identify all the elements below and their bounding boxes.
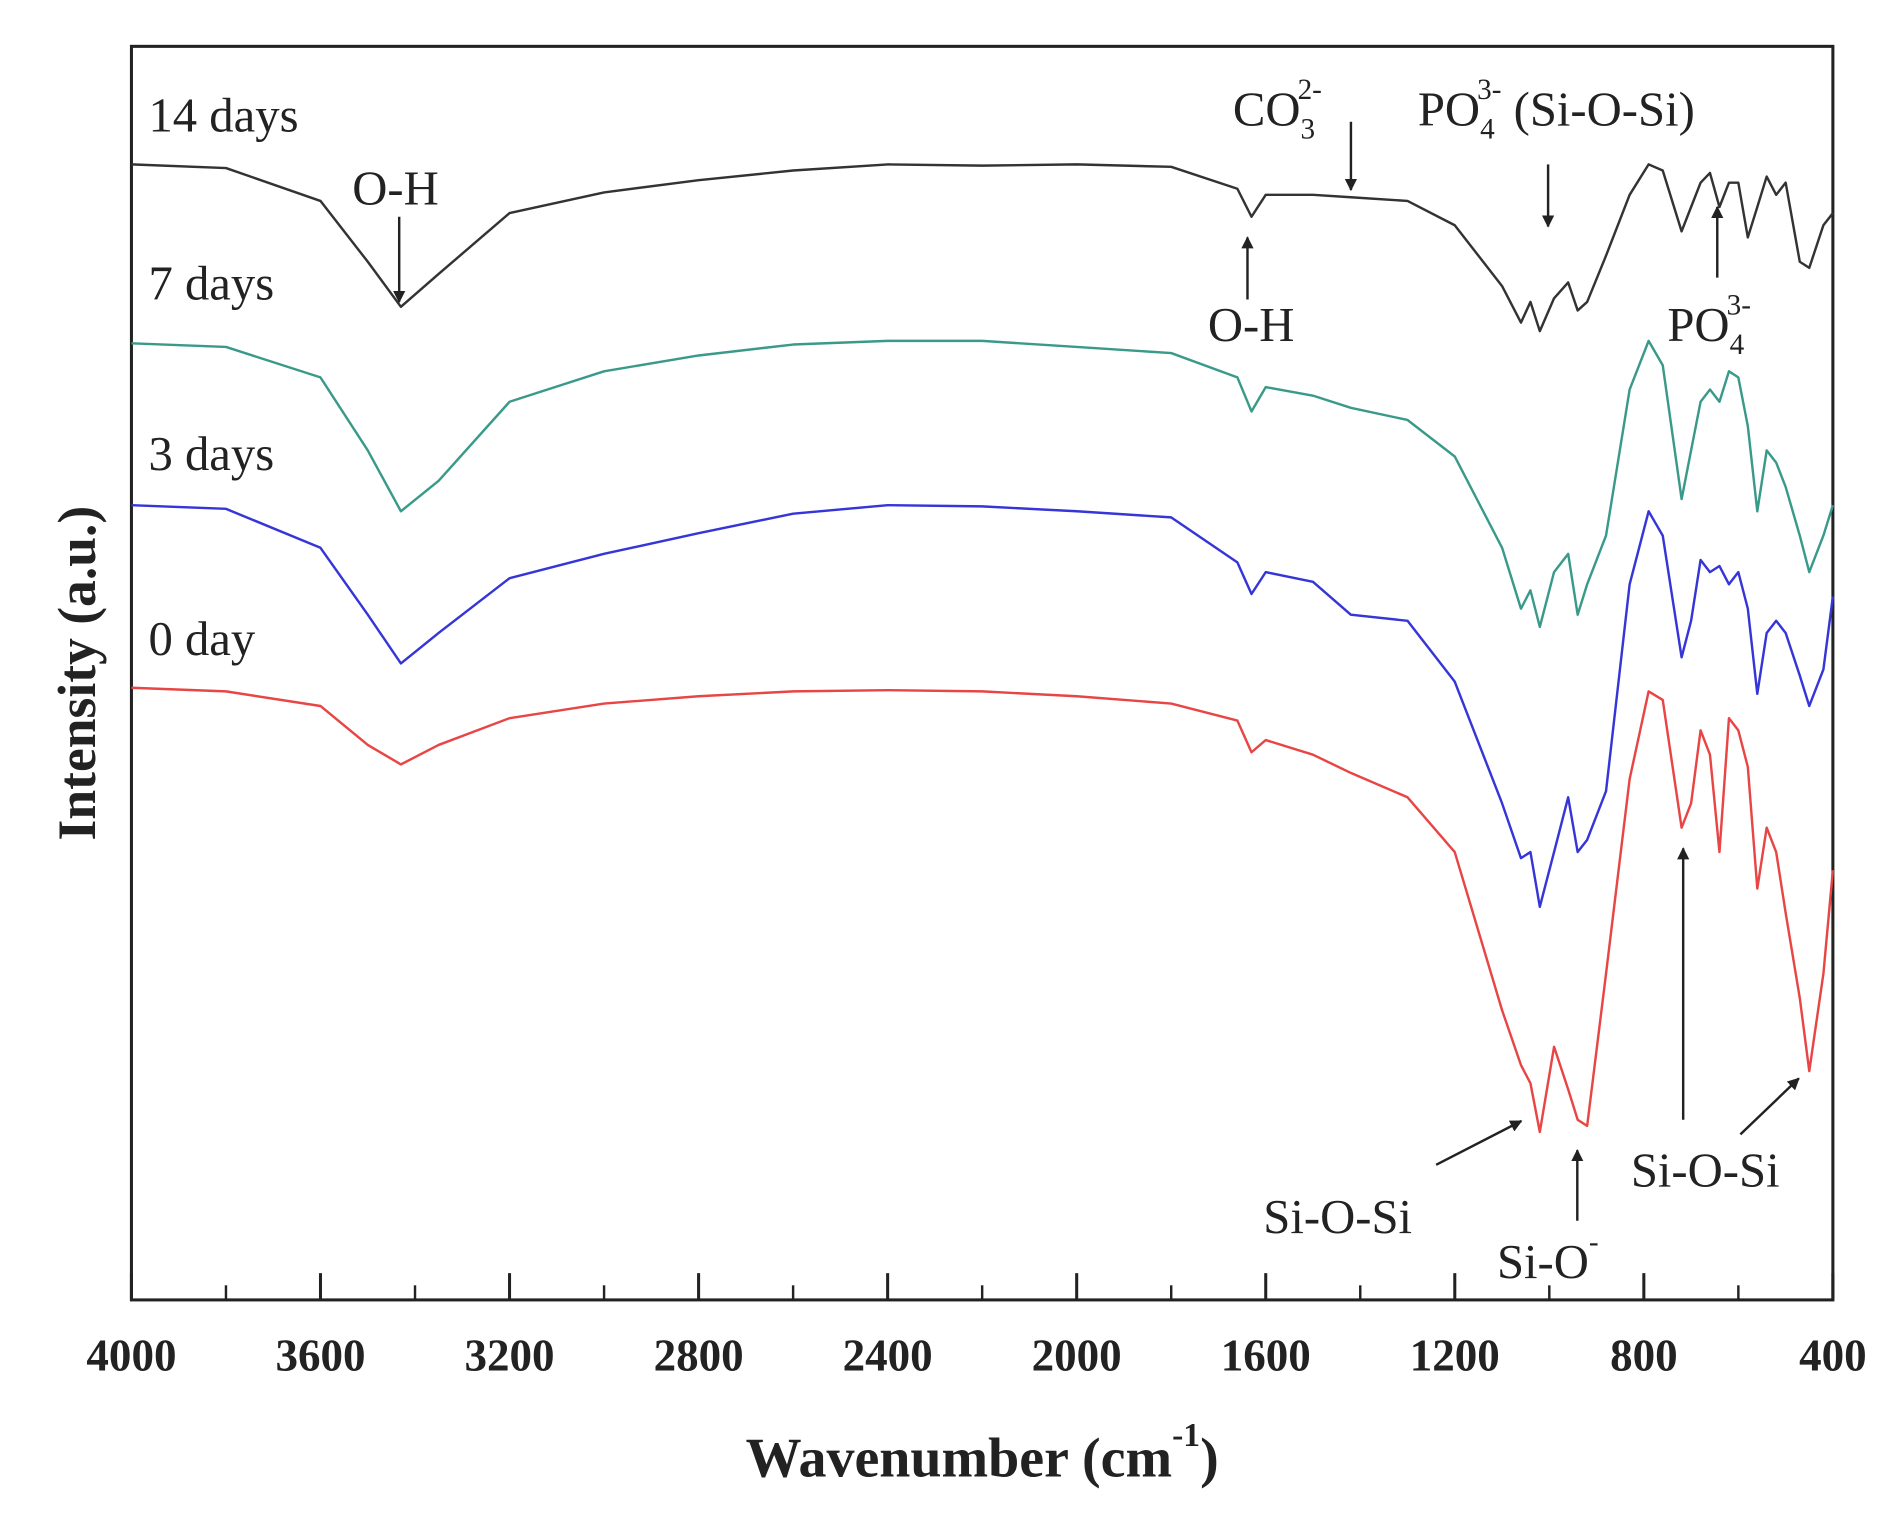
x-tick-label: 400 [1799, 1331, 1867, 1381]
annotation-tail: (Si-O-Si) [1501, 82, 1694, 136]
x-axis-label-tail: ) [1200, 1427, 1219, 1489]
annotation-text: Si-O-Si [1263, 1190, 1412, 1244]
annotation-text: PO [1418, 82, 1480, 136]
annotation-text: Si-O-Si [1631, 1144, 1780, 1198]
spectrum-line [131, 339, 1835, 629]
annotation: O-H [1208, 298, 1295, 352]
annotation-text: Si-O [1497, 1235, 1589, 1289]
annotation-text: O-H [1208, 298, 1295, 352]
annotation-sub: 4 [1730, 329, 1745, 361]
annotation: Si-O- [1497, 1227, 1599, 1289]
annotation-sub: 4 [1480, 114, 1495, 146]
x-tick-label: 2400 [843, 1331, 933, 1381]
annotation-text: O-H [352, 162, 439, 216]
x-tick-label: 2800 [654, 1331, 744, 1381]
spectrum-line [131, 163, 1834, 333]
spectrum-line [131, 686, 1835, 1134]
x-axis-label: Wavenumber (cm-1) [746, 1417, 1219, 1489]
annotation-text: CO [1233, 82, 1301, 136]
x-tick-label: 3600 [275, 1331, 365, 1381]
x-tick-label: 4000 [86, 1331, 176, 1381]
spectrum-line [131, 503, 1835, 909]
plot-frame [129, 44, 1835, 1302]
series-label: 3 days [148, 427, 274, 481]
annotation: Si-O-Si [1263, 1190, 1412, 1244]
annotation: CO3 2- [1233, 74, 1322, 145]
series-label: 0 day [148, 612, 255, 666]
annotation: O-H [352, 162, 439, 216]
annotation: PO4 3- (Si-O-Si) [1418, 74, 1695, 145]
annotation-arrow [1435, 1119, 1523, 1166]
x-axis-label-sup: -1 [1172, 1417, 1200, 1454]
x-axis-label-text: Wavenumber (cm [746, 1427, 1172, 1489]
x-tick-label: 800 [1610, 1331, 1678, 1381]
y-axis-label: Intensity (a.u.) [47, 506, 107, 841]
annotation-sub: 3 [1301, 114, 1316, 146]
annotation-sup: - [1589, 1227, 1599, 1259]
x-tick-label: 3200 [465, 1331, 555, 1381]
annotation-arrow [1739, 1077, 1800, 1136]
annotation-text: PO [1667, 298, 1729, 352]
x-tick-label: 1200 [1410, 1331, 1500, 1381]
annotation-sup: 3- [1727, 290, 1751, 322]
x-tick-label: 2000 [1032, 1331, 1122, 1381]
series-label: 14 days [148, 89, 298, 143]
annotation-sup: 3- [1477, 74, 1501, 106]
annotation: Si-O-Si [1631, 1144, 1780, 1198]
series-label: 7 days [148, 256, 274, 310]
annotation-sup: 2- [1298, 74, 1322, 106]
x-tick-label: 1600 [1221, 1331, 1311, 1381]
annotation: PO4 3- [1667, 290, 1751, 361]
